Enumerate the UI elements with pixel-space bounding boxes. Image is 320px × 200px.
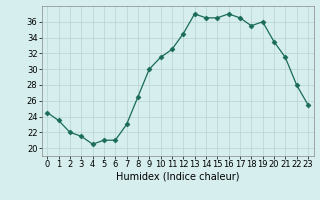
- X-axis label: Humidex (Indice chaleur): Humidex (Indice chaleur): [116, 172, 239, 182]
